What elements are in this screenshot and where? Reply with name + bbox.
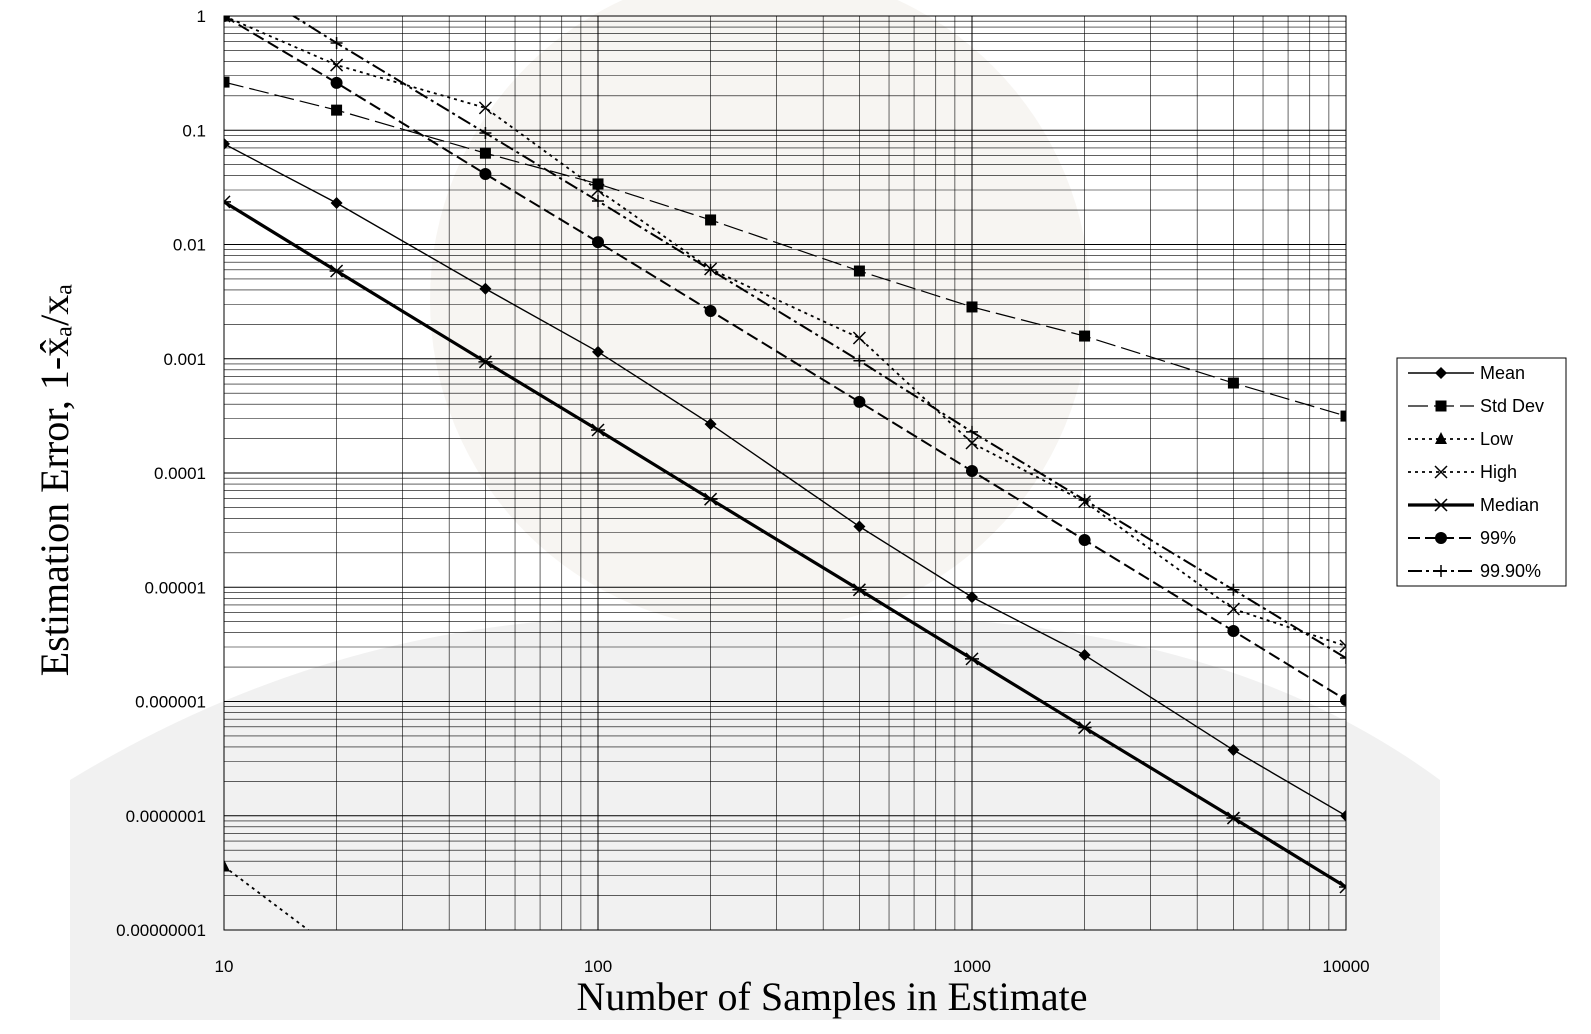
marker [966,465,978,477]
data-point [1227,625,1239,637]
data-point [1341,411,1352,422]
marker [219,77,230,88]
data-point [218,10,230,22]
data-point [1227,584,1239,596]
marker [331,77,343,89]
data-point [1228,378,1239,389]
marker [854,266,865,277]
y-tick-label: 0.00000001 [116,921,206,940]
legend-label: Median [1480,495,1539,515]
legend-label: 99.90% [1480,561,1541,581]
legend-label: High [1480,462,1517,482]
marker [1227,625,1239,637]
y-tick-label: 0.00001 [145,578,206,597]
data-point [1079,534,1091,546]
marker [1436,401,1447,412]
marker [705,305,717,317]
data-point [331,105,342,116]
marker [593,178,604,189]
y-tick-label: 0.0000001 [126,807,206,826]
marker [1341,411,1352,422]
marker [479,168,491,180]
marker [967,301,978,312]
legend-marker [1435,532,1447,544]
marker [966,591,978,603]
data-point [593,178,604,189]
y-tick-label: 0.01 [173,236,206,255]
legend-label: 99% [1480,528,1516,548]
data-point [966,591,978,603]
marker [705,214,716,225]
y-tick-label: 0.000001 [135,693,206,712]
data-point [480,148,491,159]
data-point [966,465,978,477]
data-point [854,266,865,277]
y-tick-label: 0.1 [182,121,206,140]
data-point [331,37,343,49]
marker [1340,652,1352,664]
x-tick-label: 10000 [1322,957,1369,976]
marker [1228,378,1239,389]
marker [331,197,343,209]
marker [1079,331,1090,342]
marker [331,105,342,116]
marker [1340,694,1352,706]
marker [1435,532,1447,544]
data-point [479,168,491,180]
marker [331,37,343,49]
data-point [705,214,716,225]
marker [1079,494,1091,506]
data-point [705,305,717,317]
y-tick-label: 0.001 [163,350,206,369]
legend-label: Mean [1480,363,1525,383]
data-point [1079,331,1090,342]
marker [853,396,865,408]
data-point [1340,652,1352,664]
x-axis-title: Number of Samples in Estimate [576,974,1087,1019]
marker [1079,534,1091,546]
data-point [1340,694,1352,706]
marker [218,10,230,22]
y-tick-label: 0.0001 [154,464,206,483]
legend-label: Low [1480,429,1514,449]
data-point [1079,494,1091,506]
legend-marker [1436,401,1447,412]
data-point [219,77,230,88]
data-point [967,301,978,312]
y-tick-label: 1 [197,7,206,26]
data-point [331,77,343,89]
x-tick-label: 10 [215,957,234,976]
y-axis-title: Estimation Error, 1-x̂ₐ/xₐ [32,284,77,676]
marker [592,236,604,248]
data-point [331,197,343,209]
marker [1227,584,1239,596]
background-image [70,0,1440,1020]
marker [480,148,491,159]
data-point [853,396,865,408]
data-point [592,236,604,248]
chart: 101001000100000.000000010.00000010.00000… [0,0,1591,1034]
legend-label: Std Dev [1480,396,1544,416]
